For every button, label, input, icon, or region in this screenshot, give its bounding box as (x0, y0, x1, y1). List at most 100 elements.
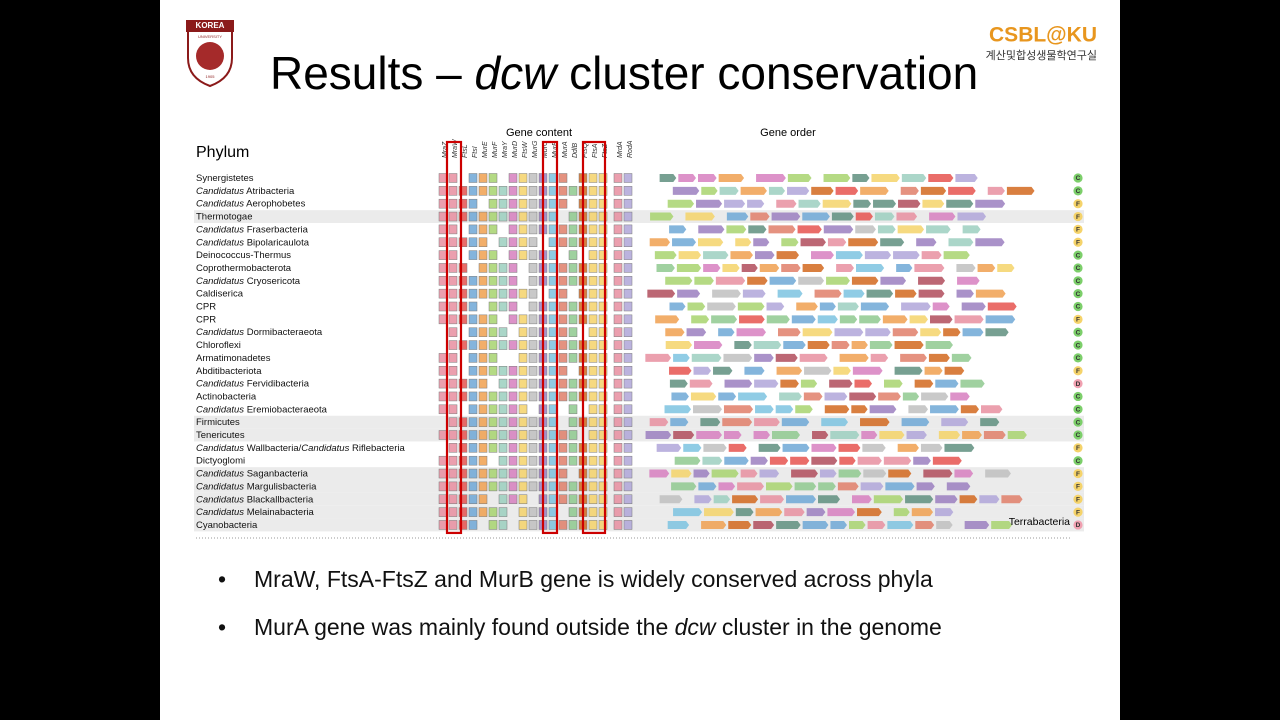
gene-arrow (946, 482, 971, 491)
gene-arrow (843, 289, 865, 298)
gene-arrow (837, 302, 859, 311)
phylum-label-part: Abditibacteriota (196, 365, 262, 376)
gene-cell (518, 494, 528, 504)
gene-cell (458, 237, 468, 247)
gene-cell (613, 340, 623, 350)
status-letter: F (1076, 368, 1080, 375)
gene-cell (508, 250, 518, 260)
gene-cell (468, 301, 478, 312)
gene-cell (478, 468, 488, 479)
gene-cell (588, 430, 598, 440)
gene-cell (558, 340, 568, 350)
status-letter: C (1076, 291, 1081, 298)
gene-cell (468, 468, 478, 479)
gene-cell (598, 173, 608, 183)
gene-cell (488, 301, 498, 312)
gene-cell (488, 224, 498, 235)
status-letter: F (1076, 484, 1080, 491)
gene-cell (438, 224, 448, 235)
phylum-label: Candidatus Saganbacteria (196, 468, 309, 479)
gene-cell (598, 198, 608, 209)
phylum-label-part: Saganbacteria (244, 468, 309, 479)
phylum-label-part: Candidatus (196, 198, 244, 209)
gene-arrow (737, 482, 765, 491)
gene-cell (623, 224, 633, 235)
gene-cell (518, 173, 528, 183)
phylum-label-part: Candidatus (196, 275, 244, 286)
status-letter: F (1076, 471, 1080, 478)
gene-cell (518, 340, 528, 350)
gene-cell (518, 520, 528, 530)
gene-cell (458, 340, 468, 350)
gene-cell (478, 173, 488, 183)
gene-cell (558, 366, 568, 376)
gene-arrow (914, 263, 945, 272)
gene-cell (518, 237, 528, 247)
status-letter: F (1076, 227, 1080, 234)
gene-arrow (665, 341, 693, 350)
phylum-label-part: Candidatus (196, 442, 244, 453)
gene-arrow (804, 366, 832, 375)
gene-cell (568, 186, 578, 196)
gene-arrow (987, 302, 1017, 311)
gene-arrow (701, 520, 727, 529)
gene-cell (498, 430, 508, 440)
gene-cell (448, 198, 458, 209)
gene-cell (468, 481, 478, 492)
gene-cell (498, 443, 508, 453)
gene-cell (613, 391, 623, 402)
gene-cell (518, 366, 528, 376)
gene-cell (558, 430, 568, 440)
gene-arrow (860, 186, 889, 195)
phylum-label-part: Synergistetes (196, 173, 254, 184)
gene-cell (588, 353, 598, 363)
gene-arrow (954, 315, 984, 324)
gene-arrow (779, 392, 802, 401)
gene-cell (528, 520, 538, 530)
gene-cell (598, 353, 608, 363)
gene-cell (508, 276, 518, 286)
gene-cell (468, 443, 478, 453)
gene-arrow (878, 392, 901, 401)
gene-arrow (645, 431, 672, 439)
gene-arrow (728, 520, 752, 529)
gene-arrow (852, 366, 883, 375)
gene-cell (518, 443, 528, 453)
gene-cell (458, 378, 468, 389)
gene-arrow (870, 353, 889, 362)
gene-arrow (667, 520, 690, 529)
gene-cell (623, 340, 633, 350)
gene-cell (438, 263, 448, 273)
gene-arrow (649, 469, 670, 478)
gene-arrow (936, 520, 953, 529)
gene-arrow (806, 508, 826, 517)
gene-cell (458, 314, 468, 325)
gene-arrow (839, 353, 869, 362)
gene-cell (518, 211, 528, 222)
gene-arrow (932, 302, 950, 311)
gene-cell (558, 173, 568, 183)
gene-cell (528, 173, 538, 183)
gene-cell (548, 443, 558, 453)
gene-arrow (747, 199, 765, 208)
gene-arrow (674, 456, 701, 465)
gene-arrow (946, 199, 974, 208)
gene-cell (558, 186, 568, 196)
gene-arrow (670, 418, 689, 427)
gene-cell (488, 327, 498, 337)
gene-name: MurF (492, 141, 499, 158)
gene-cell (598, 366, 608, 376)
gene-name: MurB (552, 141, 559, 158)
gene-cell (438, 186, 448, 196)
gene-cell (468, 276, 478, 286)
logo-year: 1905 (206, 74, 216, 79)
phylum-label: Chloroflexi (196, 340, 241, 351)
phylum-label-part: Candidatus (196, 481, 244, 492)
gene-arrow (851, 276, 879, 285)
gene-cell (548, 186, 558, 196)
status-letter: C (1076, 278, 1081, 285)
gene-cell (468, 314, 478, 325)
gene-cell (588, 301, 598, 312)
gene-arrow (759, 469, 780, 478)
status-letter: D (1076, 381, 1081, 388)
